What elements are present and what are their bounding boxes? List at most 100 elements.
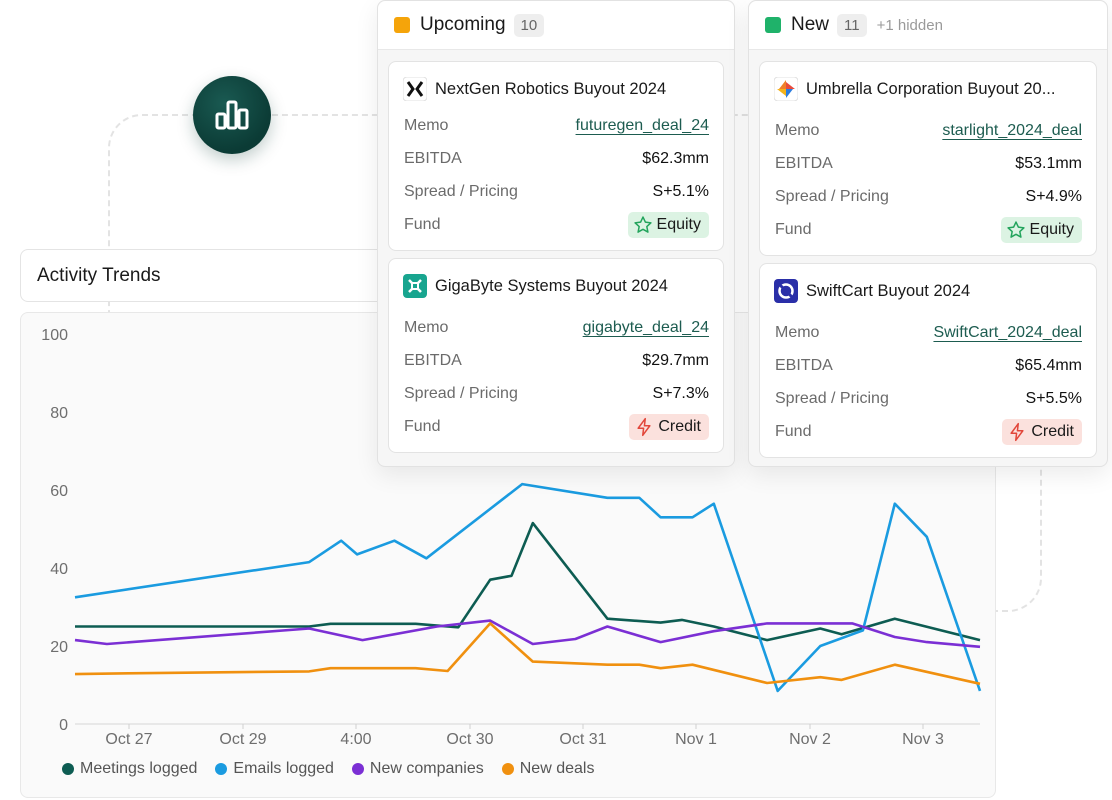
legend-item[interactable]: New deals <box>501 760 595 778</box>
deal-card[interactable]: GigaByte Systems Buyout 2024 Memo gigabyte… <box>388 258 724 453</box>
status-swatch-icon <box>765 17 781 33</box>
fund-badge-label: Equity <box>656 216 701 233</box>
analytics-badge <box>193 76 271 154</box>
fund-row: Fund Credit <box>404 414 709 440</box>
spread-row: Spread / Pricing S+7.3% <box>404 383 709 405</box>
legend-item[interactable]: Meetings logged <box>62 760 197 778</box>
gigabyte-logo-icon <box>403 274 427 298</box>
ebitda-row: EBITDA $62.3mm <box>404 148 709 170</box>
field-value: S+4.9% <box>1025 188 1082 205</box>
field-label: EBITDA <box>404 352 462 369</box>
field-label: Spread / Pricing <box>775 390 889 407</box>
ebitda-row: EBITDA $53.1mm <box>775 153 1082 175</box>
series-line-meetings-logged[interactable] <box>75 521 981 642</box>
fund-badge: Credit <box>1002 419 1082 445</box>
y-tick-label: 80 <box>50 405 68 422</box>
fund-badge-label: Equity <box>1029 221 1074 238</box>
umbrella-logo-icon <box>774 77 799 101</box>
deal-title-text: Umbrella Corporation Buyout 20... <box>806 79 1056 98</box>
deal-title[interactable]: GigaByte Systems Buyout 2024 <box>403 274 711 298</box>
lightning-icon <box>634 417 654 437</box>
memo-row: Memo starlight_2024_deal <box>775 120 1082 142</box>
x-tick-label: 4:00 <box>340 731 371 748</box>
x-tick-label: Oct 29 <box>219 731 266 748</box>
field-label: Spread / Pricing <box>775 188 889 205</box>
y-tick-label: 20 <box>50 639 68 656</box>
field-value: $29.7mm <box>642 352 709 369</box>
memo-row: Memo SwiftCart_2024_deal <box>775 322 1082 344</box>
series-line-emails-logged[interactable] <box>74 482 982 693</box>
deal-title[interactable]: NextGen Robotics Buyout 2024 <box>403 77 711 101</box>
column-header[interactable]: Upcoming 10 <box>378 1 734 50</box>
legend-label: Meetings logged <box>80 760 198 777</box>
field-label: Spread / Pricing <box>404 183 518 200</box>
field-value: $53.1mm <box>1015 155 1082 172</box>
fund-row: Fund Equity <box>404 212 709 238</box>
spread-row: Spread / Pricing S+5.5% <box>775 388 1082 410</box>
spread-row: Spread / Pricing S+4.9% <box>775 186 1082 208</box>
legend-dot-icon <box>62 763 74 775</box>
field-label: Fund <box>404 418 441 435</box>
deal-title[interactable]: Umbrella Corporation Buyout 20... <box>774 77 1084 101</box>
legend-label: New deals <box>519 760 595 777</box>
field-label: EBITDA <box>775 357 833 374</box>
fund-row: Fund Equity <box>775 217 1082 243</box>
deal-card[interactable]: NextGen Robotics Buyout 2024 Memo futurege… <box>388 61 724 251</box>
field-value: S+7.3% <box>652 385 709 402</box>
field-label: Fund <box>404 216 441 233</box>
fund-badge: Credit <box>629 414 709 440</box>
kanban-column-upcoming: Upcoming 10 NextGen Robotics Buyout 2024 Me… <box>377 0 735 467</box>
y-tick-label: 0 <box>59 717 68 734</box>
deal-card[interactable]: Umbrella Corporation Buyout 20... Memo sta… <box>759 61 1097 256</box>
column-title: New <box>791 14 830 35</box>
memo-link[interactable]: starlight_2024_deal <box>942 122 1082 139</box>
fund-row: Fund Credit <box>775 419 1082 445</box>
memo-link[interactable]: SwiftCart_2024_deal <box>933 324 1082 341</box>
legend-dot-icon <box>351 763 364 775</box>
x-tick-label: Oct 27 <box>105 731 152 748</box>
legend-label: Emails logged <box>233 760 334 777</box>
field-value: $62.3mm <box>642 150 709 167</box>
column-count-badge: 11 <box>837 13 867 37</box>
spread-row: Spread / Pricing S+5.1% <box>404 181 709 203</box>
x-tick-label: Oct 30 <box>446 731 493 748</box>
column-header[interactable]: New 11 +1 hidden <box>749 1 1107 50</box>
kanban-column-new: New 11 +1 hidden Umbrella Corporation Buyou… <box>748 0 1108 467</box>
field-label: Memo <box>404 117 449 134</box>
deal-card[interactable]: SwiftCart Buyout 2024 Memo SwiftCart_2024_… <box>759 263 1097 458</box>
x-tick-label: Nov 1 <box>675 731 717 748</box>
ebitda-row: EBITDA $65.4mm <box>775 355 1082 377</box>
column-count-badge: 10 <box>513 13 545 37</box>
field-label: EBITDA <box>404 150 462 167</box>
fund-badge-label: Credit <box>658 418 701 435</box>
legend-label: New companies <box>369 760 484 777</box>
column-title: Upcoming <box>420 14 506 35</box>
field-label: Fund <box>775 423 812 440</box>
status-swatch-icon <box>394 17 410 33</box>
deal-title-text: SwiftCart Buyout 2024 <box>806 281 971 300</box>
star-icon <box>1006 220 1026 240</box>
field-label: Memo <box>775 122 820 139</box>
legend-item[interactable]: Emails logged <box>215 760 334 778</box>
series-line-new-companies[interactable] <box>74 619 981 649</box>
x-tick-label: Nov 3 <box>902 731 944 748</box>
legend-item[interactable]: New companies <box>351 760 484 778</box>
chart-legend: Meetings logged Emails logged New companie… <box>62 760 594 778</box>
deal-title[interactable]: SwiftCart Buyout 2024 <box>774 279 1084 303</box>
fund-badge: Equity <box>627 212 709 238</box>
memo-row: Memo futuregen_deal_24 <box>404 115 709 137</box>
x-tick-label: Oct 31 <box>559 731 606 748</box>
nextgen-logo-icon <box>403 77 428 101</box>
memo-link[interactable]: futuregen_deal_24 <box>575 117 709 134</box>
field-value: S+5.1% <box>652 183 709 200</box>
bar-chart-icon <box>215 100 249 130</box>
memo-row: Memo gigabyte_deal_24 <box>404 317 709 339</box>
memo-link[interactable]: gigabyte_deal_24 <box>582 319 709 336</box>
field-label: Spread / Pricing <box>404 385 518 402</box>
swiftcart-logo-icon <box>774 279 798 303</box>
series-line-new-deals[interactable] <box>74 622 981 686</box>
hidden-count-link[interactable]: +1 hidden <box>876 16 943 34</box>
field-label: Fund <box>775 221 812 238</box>
field-value: $65.4mm <box>1015 357 1082 374</box>
